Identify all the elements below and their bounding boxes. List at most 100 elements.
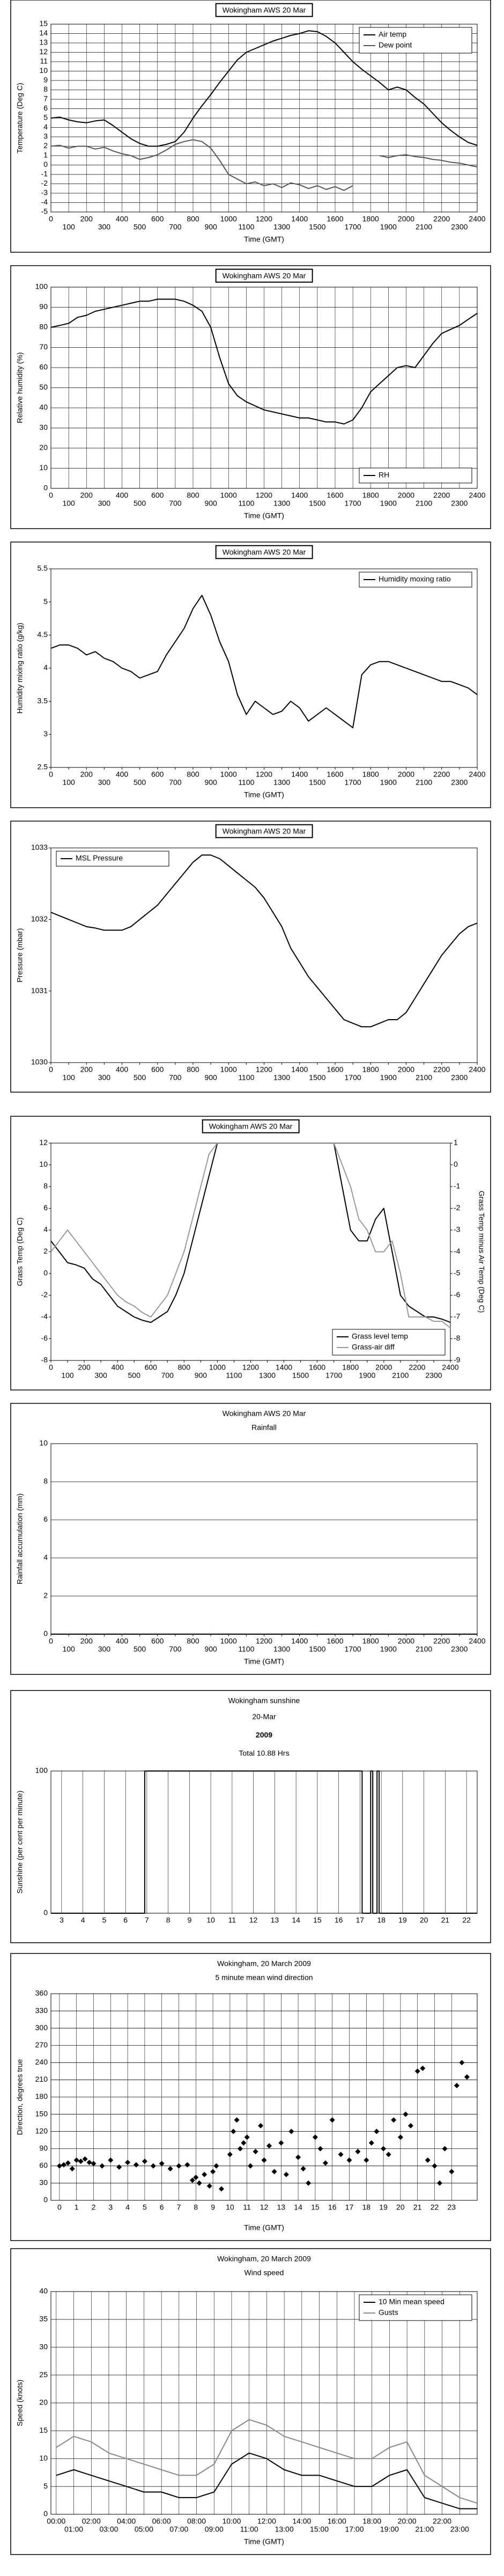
x-tick-label: 5 (102, 1916, 106, 1924)
y-tick-label: 60 (39, 363, 48, 371)
data-point (56, 2163, 62, 2169)
x-tick-label: 1600 (309, 1363, 325, 1372)
y-tick-label: 4 (43, 1225, 48, 1234)
y-tick-label: -1 (41, 170, 48, 178)
data-point (258, 2123, 264, 2128)
x-tick-label: 1700 (325, 1371, 342, 1380)
data-point (386, 2151, 391, 2157)
y-tick-label: 4 (43, 1553, 48, 1562)
x-tick-label: 1800 (362, 1637, 379, 1645)
x-tick-label: 600 (151, 1065, 164, 1074)
x-axis-label: Time (GMT) (244, 235, 284, 244)
x-tick-label: 12:00 (257, 2517, 276, 2526)
data-point (167, 2166, 173, 2172)
data-point (142, 2158, 147, 2164)
y-tick-label: 1030 (31, 1058, 48, 1066)
x-tick-label: 0 (49, 1637, 53, 1645)
chart-title: Wokingham sunshine (228, 1696, 300, 1705)
y2-tick-label: -5 (454, 1269, 461, 1277)
x-tick-label: 10 (206, 1916, 215, 1924)
data-line (50, 139, 478, 191)
x-tick-label: 16 (328, 2203, 337, 2212)
x-axis-label: Time (GMT) (244, 2223, 284, 2232)
data-point (283, 2171, 289, 2177)
x-tick-label: 900 (195, 1371, 207, 1380)
x-tick-label: 1200 (256, 1637, 272, 1645)
x-tick-label: 1700 (345, 778, 361, 787)
x-tick-label: 900 (204, 1645, 217, 1653)
chart-subtitle: Wind speed (244, 2268, 284, 2277)
x-tick-label: 19:00 (380, 2525, 399, 2534)
x-tick-label: 15:00 (310, 2525, 329, 2534)
y2-tick-label: -1 (454, 1182, 461, 1190)
y-tick-label: 70 (39, 342, 48, 351)
data-point (253, 2149, 258, 2155)
x-tick-label: 1400 (291, 1637, 308, 1645)
legend-label: Air temp (379, 30, 406, 39)
data-point (210, 2169, 216, 2175)
x-tick-label: 1900 (359, 1371, 375, 1380)
x-tick-label: 13:00 (275, 2525, 294, 2534)
data-point (464, 2074, 470, 2080)
x-tick-label: 22:00 (433, 2517, 451, 2526)
chart-title: Wokingham AWS 20 Mar (223, 272, 306, 280)
chart-title: Wokingham AWS 20 Mar (223, 1409, 306, 1418)
x-tick-label: 16 (335, 1916, 343, 1924)
y-tick-label: 3 (43, 729, 48, 738)
x-tick-label: 2400 (469, 770, 485, 779)
x-tick-label: 2400 (469, 215, 485, 223)
x-tick-label: 700 (161, 1371, 174, 1380)
y-tick-label: 4 (43, 663, 48, 672)
chart-panel: 0 100 3 4 5 6 7 8 9 10 11 12 13 14 15 16 17 18 19 20 21 22 Wok… (10, 1690, 491, 1943)
legend-label: Dew point (379, 41, 412, 49)
x-tick-label: 00:00 (47, 2517, 65, 2526)
x-tick-label: 2200 (433, 491, 450, 500)
x-tick-label: 02:00 (82, 2517, 101, 2526)
x-tick-label: 01:00 (64, 2525, 83, 2534)
x-tick-label: 1400 (291, 491, 308, 500)
data-point (86, 2160, 92, 2165)
data-point (271, 2169, 277, 2175)
y-tick-label: 7 (43, 94, 48, 103)
x-tick-label: 2200 (433, 770, 450, 779)
x-tick-label: 400 (111, 1363, 124, 1372)
data-point (248, 2163, 254, 2169)
y-tick-label: 80 (39, 323, 48, 331)
y2-tick-label: -6 (454, 1290, 461, 1299)
x-axis-label: Time (GMT) (244, 791, 284, 799)
chart-title: Wokingham, 20 March 2009 (217, 2255, 311, 2263)
y-tick-label: 12 (39, 1138, 48, 1147)
x-tick-label: 2300 (451, 778, 468, 787)
data-point (329, 2117, 335, 2123)
y-tick-label: 8 (43, 85, 48, 93)
y-tick-label: 300 (35, 2023, 48, 2032)
x-tick-label: 200 (78, 1363, 91, 1372)
y-tick-label: 5 (43, 597, 48, 605)
data-point (355, 2149, 361, 2155)
x-tick-label: 4 (125, 2203, 130, 2212)
x-tick-label: 15 (311, 2203, 320, 2212)
legend-box (359, 2294, 472, 2321)
x-tick-label: 800 (187, 215, 199, 223)
legend-label: 10 Min mean speed (379, 2297, 444, 2306)
x-tick-label: 0 (49, 491, 53, 500)
x-tick-label: 0 (49, 1065, 53, 1074)
x-tick-label: 11 (243, 2203, 251, 2212)
x-tick-label: 3 (108, 2203, 113, 2212)
x-tick-label: 1600 (327, 770, 343, 779)
x-tick-label: 1500 (309, 778, 325, 787)
y-tick-label: 30 (39, 423, 48, 431)
y2-tick-label: -2 (454, 1203, 461, 1212)
x-tick-label: 19 (379, 2203, 388, 2212)
x-tick-label: 2400 (469, 1637, 485, 1645)
x-tick-label: 20 (396, 2203, 405, 2212)
x-tick-label: 1000 (220, 1637, 237, 1645)
x-tick-label: 17 (356, 1916, 365, 1924)
data-line (50, 30, 478, 147)
y-axis-label: Grass Temp (Deg C) (16, 1217, 24, 1286)
x-tick-label: 13 (271, 1916, 279, 1924)
y-tick-label: 5 (43, 2482, 48, 2490)
x-tick-label: 04:00 (117, 2517, 136, 2526)
x-tick-label: 700 (169, 778, 182, 787)
